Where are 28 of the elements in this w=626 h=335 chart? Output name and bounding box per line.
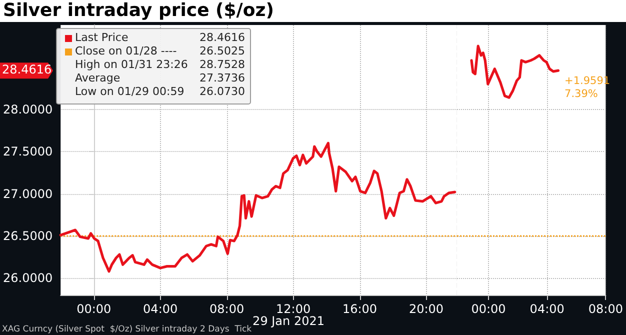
- y-tick-label: 26.5000: [3, 228, 53, 243]
- annotation: 28.7528: [200, 58, 246, 71]
- x-tick-label: 16:00: [342, 302, 378, 316]
- x-tick-label: 08:00: [210, 302, 244, 316]
- annotation: Average: [75, 72, 120, 84]
- x-tick-label: 00:00: [76, 302, 112, 316]
- text: 28.4616: [2, 62, 52, 77]
- y-tick-label: 28.0000: [3, 102, 53, 116]
- x-tick-label: 04:00: [530, 302, 564, 316]
- annotation: 26.0730: [200, 85, 246, 98]
- text: 29 Jan 2021: [252, 314, 324, 328]
- text: XAG Curncy (Silver Spot $/Oz) Silver intraday 2 Days Tick: [2, 324, 252, 334]
- x-tick-label: 08:00: [588, 302, 624, 316]
- chart-title: Silver intraday price ($/oz): [0, 0, 626, 22]
- y-tick-label: 27.5000: [3, 144, 53, 159]
- x-tick-label: 20:00: [408, 302, 444, 316]
- annotation: 26.5025: [200, 44, 246, 58]
- x-tick-label: 00:00: [471, 302, 506, 316]
- x-tick-label: 04:00: [143, 302, 178, 316]
- x-tick-label: 12:00: [276, 302, 311, 316]
- legend-label: Last Price: [75, 31, 128, 44]
- y-tick-label: 27.0000: [3, 186, 53, 201]
- annotation: 27.3736: [200, 72, 246, 84]
- annotation: Low on 01/29 00:59: [75, 85, 184, 98]
- annotation: High on 01/31 23:26: [75, 58, 188, 71]
- legend-label: Close on 01/28 ----: [75, 44, 177, 58]
- annotation: 28.4616: [200, 31, 246, 44]
- y-tick-label: 26.0000: [3, 271, 53, 286]
